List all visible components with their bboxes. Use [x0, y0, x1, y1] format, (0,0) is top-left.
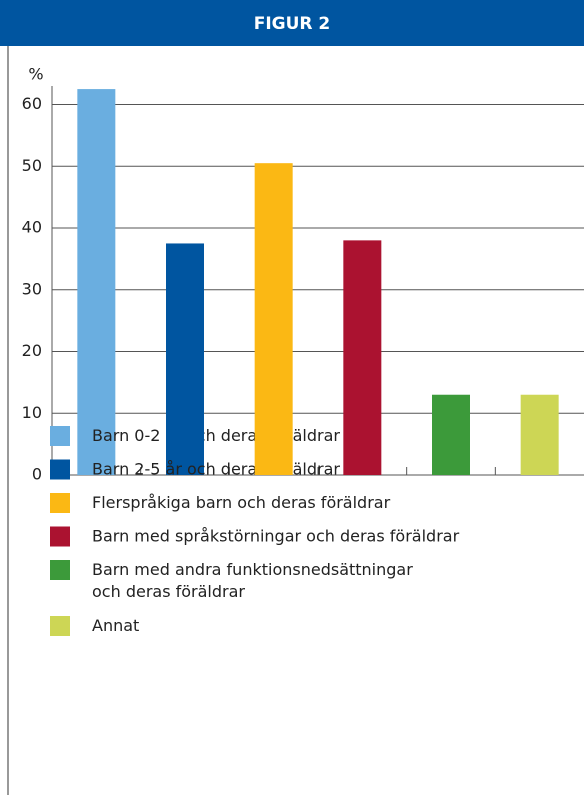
- y-tick-label: 40: [22, 218, 42, 237]
- legend-swatch: [50, 526, 70, 547]
- bar: [343, 240, 382, 475]
- bar: [166, 243, 204, 475]
- bar: [432, 394, 470, 475]
- y-tick-label: 50: [22, 156, 42, 175]
- legend-swatch: [50, 493, 70, 513]
- legend-swatch: [50, 459, 70, 480]
- legend-label: Barn med språkstörningar och deras föräl…: [92, 526, 460, 545]
- header-bar: [0, 0, 584, 46]
- bar: [520, 394, 559, 475]
- y-tick-label: 30: [22, 279, 42, 298]
- y-tick-label: 60: [22, 94, 42, 113]
- bar: [77, 89, 116, 475]
- y-tick-label: 10: [22, 403, 42, 422]
- legend-label: Annat: [92, 616, 139, 635]
- legend-swatch: [50, 426, 70, 446]
- legend-swatch: [50, 560, 70, 580]
- chart-title: FIGUR 2: [254, 14, 331, 34]
- bar: [254, 163, 293, 475]
- legend-label: Barn 2-5 år och deras föräldrar: [92, 459, 340, 478]
- y-tick-label: 20: [22, 341, 42, 360]
- legend-label: Barn med andra funktionsnedsättningar och…: [92, 560, 413, 601]
- legend-label: Flerspråkiga barn och deras föräldrar: [92, 493, 391, 512]
- y-tick-label: 0: [32, 465, 42, 484]
- y-axis-label: %: [28, 65, 43, 84]
- legend-label: Barn 0-2 år och deras föräldrar: [92, 426, 340, 445]
- legend-swatch: [50, 616, 70, 636]
